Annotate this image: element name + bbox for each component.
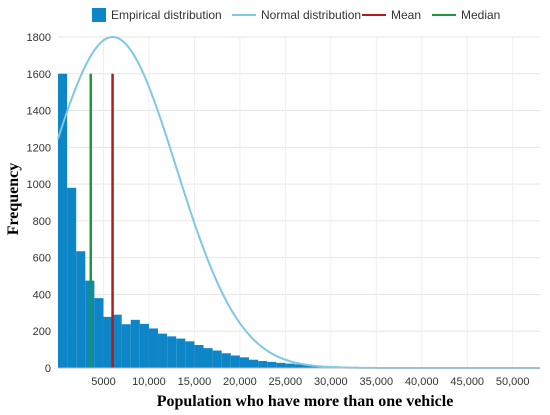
x-tick-label: 10,000 xyxy=(132,376,166,388)
legend: Empirical distribution Normal distributi… xyxy=(92,8,500,22)
legend-swatch-empirical xyxy=(92,8,106,22)
x-axis-ticks: 5000 10,000 15,000 20,000 25,000 30,000 35,000… xyxy=(91,376,529,388)
histogram-bar xyxy=(239,357,249,368)
y-tick-label: 400 xyxy=(33,289,51,301)
histogram-bar xyxy=(248,359,259,368)
y-tick-label: 200 xyxy=(33,326,51,338)
histogram-bar xyxy=(230,355,240,368)
histogram-bar xyxy=(203,348,213,368)
x-tick-label: 5000 xyxy=(91,376,115,388)
histogram-bar xyxy=(94,298,104,368)
histogram-bar xyxy=(148,328,159,368)
histogram-bar xyxy=(112,314,122,368)
histogram-bar xyxy=(76,251,86,368)
histogram-bar xyxy=(267,361,277,368)
legend-label-normal: Normal distribution xyxy=(261,8,361,22)
x-tick-label: 20,000 xyxy=(223,376,257,388)
histogram-bar xyxy=(212,350,222,368)
grid xyxy=(58,36,540,368)
y-axis-title: Frequency xyxy=(5,163,22,236)
histogram-bar xyxy=(294,364,304,368)
histogram-bar xyxy=(130,319,140,368)
y-tick-label: 1400 xyxy=(27,106,51,118)
histogram-bar xyxy=(158,333,168,368)
legend-label-empirical: Empirical distribution xyxy=(111,8,222,22)
histogram-bar xyxy=(121,324,131,368)
histogram-bar xyxy=(185,341,195,368)
histogram-bar xyxy=(167,336,177,368)
histogram-bar xyxy=(67,187,77,368)
histogram-bar xyxy=(176,338,186,368)
y-tick-label: 600 xyxy=(33,253,51,265)
y-tick-label: 0 xyxy=(45,363,51,375)
histogram-bar xyxy=(58,73,68,369)
histogram-bar xyxy=(139,323,149,368)
histogram-bar xyxy=(303,365,313,368)
x-tick-label: 15,000 xyxy=(178,376,212,388)
x-tick-label: 50,000 xyxy=(496,376,530,388)
y-tick-label: 1000 xyxy=(27,179,51,191)
histogram-bar xyxy=(103,316,113,368)
legend-label-median: Median xyxy=(461,8,500,22)
histogram-bar xyxy=(221,353,231,368)
y-tick-label: 1200 xyxy=(27,142,51,154)
y-tick-label: 1600 xyxy=(27,69,51,81)
histogram-bar xyxy=(258,361,268,368)
histogram-bar xyxy=(276,362,286,368)
x-tick-label: 40,000 xyxy=(405,376,439,388)
x-tick-label: 45,000 xyxy=(450,376,484,388)
x-tick-label: 25,000 xyxy=(269,376,303,388)
y-tick-label: 800 xyxy=(33,216,51,228)
histogram-bar xyxy=(285,363,295,368)
reference-lines xyxy=(89,73,114,368)
x-axis-title: Population who have more than one vehicl… xyxy=(157,393,454,410)
x-tick-label: 30,000 xyxy=(314,376,348,388)
y-axis-ticks: 0 200 400 600 800 1000 1200 1400 1600 1800 xyxy=(27,32,51,375)
histogram-bar xyxy=(194,345,204,368)
x-tick-label: 35,000 xyxy=(359,376,393,388)
legend-label-mean: Mean xyxy=(391,8,421,22)
y-tick-label: 1800 xyxy=(27,32,51,44)
